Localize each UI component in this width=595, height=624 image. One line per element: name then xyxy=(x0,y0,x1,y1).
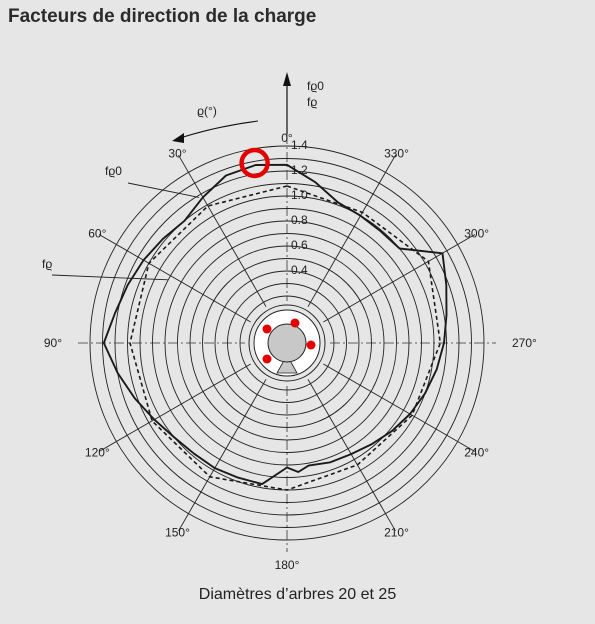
angle-label-300: 300° xyxy=(464,227,489,241)
series-line-f-rho xyxy=(102,163,448,486)
hub-shaft xyxy=(267,323,307,363)
angle-label-150: 150° xyxy=(165,526,190,540)
angle-direction-label: ϱ(°) xyxy=(197,104,217,118)
red-dot-4 xyxy=(262,354,272,364)
pointer-f-rho0 xyxy=(127,182,200,198)
angle-label-270: 270° xyxy=(512,336,537,350)
spoke-120 xyxy=(98,353,269,452)
radial-tick-0.6: 0.6 xyxy=(291,238,308,252)
up-arrow-head xyxy=(283,72,291,86)
angle-label-330: 330° xyxy=(384,146,409,160)
red-dot-3 xyxy=(306,340,316,350)
angle-label-0: 0° xyxy=(281,131,293,145)
angle-label-240: 240° xyxy=(464,446,489,460)
series-label-f-rho0: fϱ0 xyxy=(105,164,122,178)
pointer-f-rho xyxy=(51,274,169,281)
radial-tick-1.2: 1.2 xyxy=(291,163,308,177)
dash-dot-axes xyxy=(78,134,496,552)
angle-labels: 0° 30° 60° 90° 120° 150° 180° 210° 240° 270° 300° 3… xyxy=(44,131,537,572)
angle-label-90: 90° xyxy=(44,336,62,350)
angle-label-60: 60° xyxy=(88,227,106,241)
angle-label-180: 180° xyxy=(275,558,300,572)
radial-tick-1.0: 1.0 xyxy=(291,188,308,202)
spoke-30 xyxy=(178,154,277,325)
angle-label-210: 210° xyxy=(384,526,409,540)
angle-label-120: 120° xyxy=(85,446,110,460)
red-dot-2 xyxy=(290,318,300,328)
ring-0.4 xyxy=(214,270,360,416)
series-lines xyxy=(102,163,448,491)
series-line-f-rho0 xyxy=(129,185,442,491)
chart-title: Facteurs de direction de la charge xyxy=(8,6,317,27)
spoke-300 xyxy=(305,234,476,333)
hub-notch xyxy=(276,354,298,374)
spoke-240 xyxy=(305,353,476,452)
radial-tick-0.4: 0.4 xyxy=(291,263,308,277)
radial-tick-1.4: 1.4 xyxy=(291,138,308,152)
angle-label-30: 30° xyxy=(168,146,186,160)
spoke-210 xyxy=(297,361,396,532)
red-highlight-circle xyxy=(239,147,270,179)
rotation-arrow-head xyxy=(172,133,184,143)
spoke-60 xyxy=(98,234,269,333)
radial-tick-0.8: 0.8 xyxy=(291,213,308,227)
red-dot-1 xyxy=(262,324,272,334)
series-label-f-rho: fϱ xyxy=(42,257,52,271)
rotation-arc xyxy=(179,120,259,139)
spoke-150 xyxy=(178,361,277,532)
chart-caption: Diamètres d’arbres 20 et 25 xyxy=(198,586,397,603)
angle-spokes xyxy=(98,154,476,532)
axis-label-f-rho: fϱ xyxy=(307,95,317,109)
axis-label-f-rho0: fϱ0 xyxy=(307,79,324,93)
radial-tick-labels: 0.4 0.6 0.8 1.0 1.2 1.4 xyxy=(291,138,308,277)
spoke-330 xyxy=(297,154,396,325)
shaft-hub xyxy=(245,301,329,385)
hub-outer-ring xyxy=(248,304,326,382)
annotations: fϱ0 fϱ ϱ(°) fϱ0 fϱ xyxy=(42,72,324,281)
